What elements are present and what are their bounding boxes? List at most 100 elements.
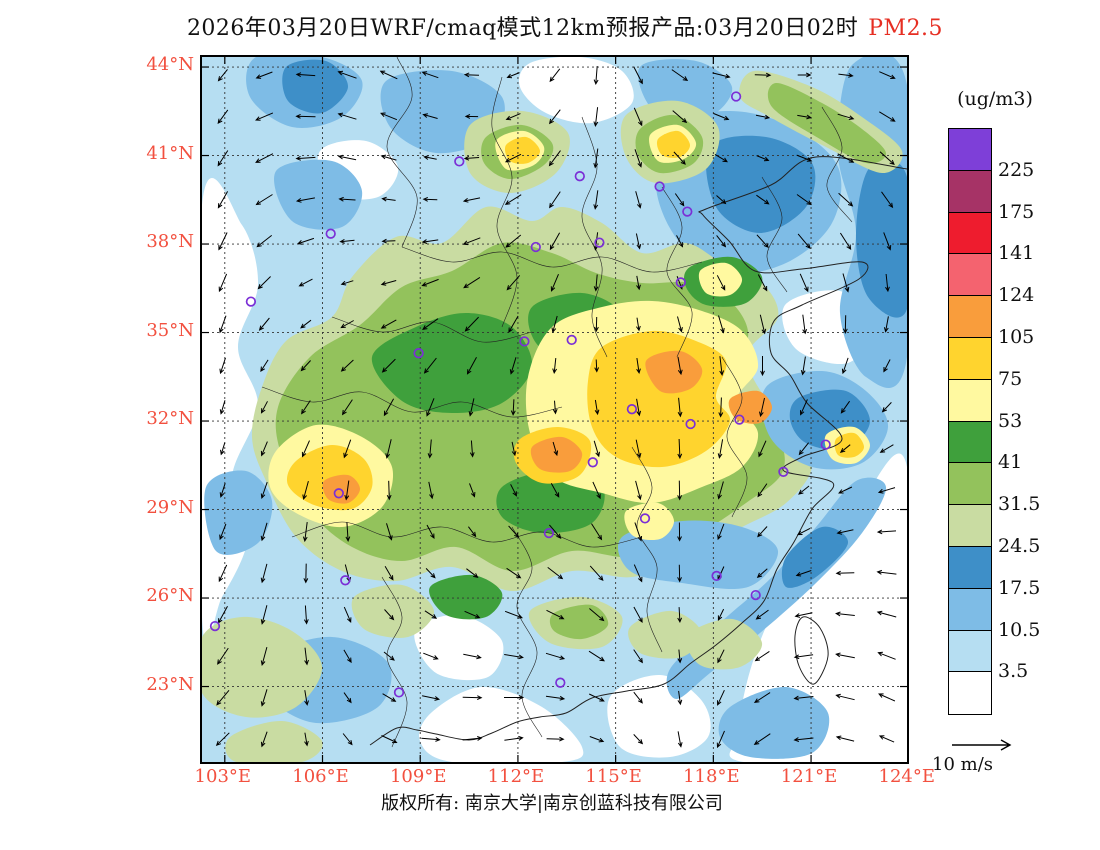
wind-arrow [594,359,600,373]
y-axis-label: 29°N [146,496,194,518]
wind-arrow [298,278,313,287]
wind-arrow [506,72,520,79]
colorbar-boundary-label: 141 [998,242,1035,265]
city-marker [675,277,686,288]
wind-arrow [835,570,855,576]
pm25-contour-map [202,57,907,762]
wind-arrow [793,737,814,742]
wind-arrow [756,155,770,162]
wind-arrow [255,194,273,206]
wind-arrow [383,398,395,417]
wind-arrow [217,647,229,665]
wind-arrow [257,276,271,290]
wind-arrow [217,191,229,209]
wind-arrow [422,113,438,119]
wind-arrow [677,316,683,333]
city-marker [594,237,605,248]
y-axis-label: 35°N [146,319,194,341]
wind-arrow [505,113,521,121]
wind-arrow [837,113,855,120]
wind-arrow [717,523,725,541]
province-boundary [721,356,748,518]
wind-arrow [593,274,599,292]
wind-arrow [295,155,316,161]
province-boundary [491,76,518,328]
wind-arrow [301,400,311,415]
wind-arrow [800,399,808,416]
wind-arrow [300,319,312,329]
wind-arrow [796,527,811,536]
wind-arrow [634,522,643,542]
wind-arrow [677,480,683,501]
pm25-contour-region [282,59,349,114]
pm25-contour-region [504,136,541,164]
city-marker [555,677,566,688]
province-boundary [761,176,788,293]
wind-arrow [883,316,889,333]
wind-arrow [504,194,522,205]
contour-fill-layer [202,57,907,762]
wind-arrow [633,606,643,624]
colorbar-cell [949,421,991,464]
wind-arrow [255,112,274,121]
city-marker [340,575,351,586]
wind-arrow [673,151,686,165]
wind-arrow [260,401,268,414]
wind-arrow [879,151,895,166]
pm25-contour-region [202,616,323,718]
colorbar-cell [949,254,991,297]
wind-arrow [842,273,850,293]
wind-arrow [215,732,230,747]
wind-arrow [421,71,439,79]
wind-arrow [218,564,228,583]
wind-arrow [879,71,896,79]
wind-arrow [462,237,481,246]
wind-arrow [506,567,522,579]
wind-arrow [759,314,767,335]
title-main: 2026年03月20日WRF/cmaq模式12km预报产品:03月20日02时 [186,16,859,41]
wind-arrow [466,568,479,578]
wind-arrow [677,397,683,418]
wind-arrow [636,358,641,375]
wind-arrow [427,439,433,459]
wind-arrow [462,197,481,203]
wind-arrow [217,69,228,82]
wind-arrow [716,730,725,749]
wind-arrow [757,483,768,498]
colorbar-boundary-label: 41 [998,451,1023,474]
wind-arrow [462,736,483,741]
wind-arrow [546,609,565,620]
wind-arrow [463,653,482,660]
wind-arrow [260,563,268,584]
wind-arrow [796,154,813,162]
wind-arrow [342,733,353,746]
wind-arrow [463,276,481,289]
wind-arrow [714,153,728,163]
wind-arrow [510,399,516,416]
wind-arrow [381,238,396,244]
wind-arrow [297,237,315,245]
province-boundary [581,116,608,358]
y-axis-label: 38°N [146,231,194,253]
colorbar-boundary-label: 124 [998,284,1035,307]
wind-arrow [885,273,890,293]
wind-arrow [423,155,437,160]
wind-arrow [422,196,438,202]
wind-arrow [303,605,309,625]
wind-arrow [836,529,854,535]
wind-arrow [340,359,354,372]
wind-arrow [756,194,770,205]
wind-arrow [421,695,441,701]
x-axis-label: 109°E [389,766,447,787]
wind-arrow [798,485,810,495]
wind-arrow [343,649,352,664]
wind-vectors-layer [215,66,897,749]
x-axis-label: 124°E [878,766,936,787]
wind-arrow [839,232,852,250]
city-marker [574,171,585,182]
wind-arrow [344,480,350,501]
wind-arrow [838,192,854,207]
wind-arrow [592,481,601,500]
wind-arrow [380,154,397,161]
